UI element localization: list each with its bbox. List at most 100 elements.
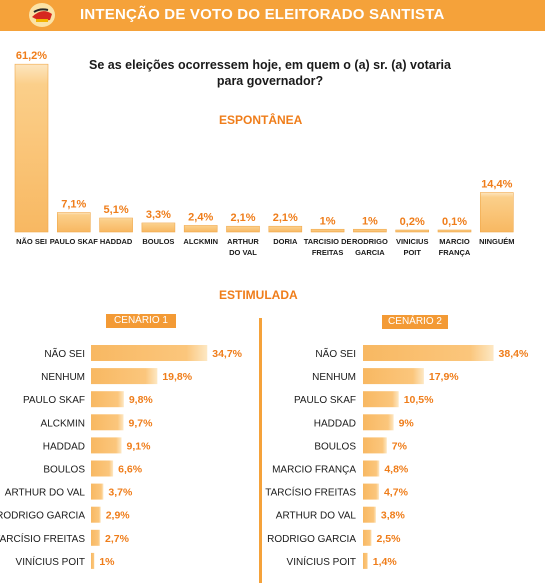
category-label-9: VINÍCIUS POIT — [287, 555, 356, 568]
category-label-8: TARCÍSIO FREITAS — [0, 532, 85, 545]
value-label-6: 2,1% — [273, 212, 298, 224]
bar-8 — [91, 529, 101, 546]
category-label-6: ARTHUR DO VAL — [5, 488, 86, 499]
scenario-2-label: CENÁRIO 2 — [382, 315, 448, 329]
category-label-11: NINGUÉM — [479, 237, 514, 246]
value-label-1: 7,1% — [61, 199, 86, 211]
category-label-10-line-0: MARCIO — [439, 237, 470, 246]
bar-4 — [363, 437, 387, 454]
bar-6 — [91, 483, 104, 500]
category-label-5-line-1: DO VAL — [229, 248, 257, 257]
category-label-4: BOULOS — [314, 441, 356, 452]
bar-1 — [363, 368, 424, 385]
category-label-0: NÃO SEI — [44, 347, 85, 360]
category-label-9: VINÍCIUS POIT — [16, 555, 85, 568]
category-label-3: ALCKMIN — [41, 418, 85, 429]
category-label-7-line-0: TARCISIO DE — [304, 237, 352, 246]
category-label-3: BOULOS — [142, 237, 174, 246]
value-label-11: 14,4% — [481, 179, 512, 191]
bar-4 — [183, 225, 218, 233]
category-label-1: NENHUM — [41, 372, 85, 383]
value-label-3: 9,7% — [128, 417, 153, 429]
bar-6 — [363, 483, 379, 500]
bar-7 — [363, 506, 376, 523]
section-title-espontanea: ESPONTÂNEA — [219, 113, 303, 127]
question-line-2: para governador? — [216, 74, 324, 88]
value-label-9: 0,2% — [400, 216, 425, 228]
value-label-5: 6,6% — [118, 464, 143, 476]
bar-1 — [56, 212, 91, 233]
section-title-estimulada: ESTIMULADA — [219, 288, 298, 302]
scenario-1-label: CENÁRIO 1 — [106, 314, 176, 328]
value-label-4: 7% — [392, 440, 408, 452]
bar-0 — [14, 63, 49, 233]
bar-5 — [226, 225, 260, 233]
value-label-0: 38,4% — [499, 348, 529, 360]
bar-4 — [91, 437, 122, 454]
category-label-9-line-0: VINICIUS — [396, 237, 429, 246]
bar-3 — [363, 414, 394, 431]
category-label-4: ALCKMIN — [183, 237, 218, 246]
category-label-5: MARCIO FRANÇA — [272, 465, 356, 476]
category-label-5-line-0: ARTHUR — [227, 237, 259, 246]
bar-8 — [353, 228, 387, 233]
category-label-1: NENHUM — [312, 372, 356, 383]
value-label-8: 2,7% — [105, 533, 130, 545]
bar-5 — [91, 460, 114, 477]
category-label-8-line-0: RODRIGO — [352, 237, 388, 246]
bar-2 — [363, 391, 399, 408]
value-label-7: 2,9% — [106, 510, 131, 522]
category-label-2: PAULO SKAF — [23, 395, 85, 406]
bar-2 — [99, 217, 133, 233]
value-label-5: 2,1% — [230, 212, 255, 224]
bar-8 — [363, 529, 372, 546]
question-line-1: Se as eleições ocorressem hoje, em quem … — [89, 58, 451, 72]
bar-1 — [91, 368, 158, 385]
category-label-3: HADDAD — [314, 418, 356, 429]
value-label-1: 19,8% — [162, 371, 192, 383]
value-label-2: 5,1% — [104, 204, 129, 216]
bar-3 — [91, 414, 124, 431]
value-label-6: 3,7% — [108, 487, 133, 499]
category-label-10-line-1: FRANÇA — [439, 248, 471, 257]
value-label-8: 2,5% — [377, 533, 402, 545]
value-label-2: 9,8% — [129, 394, 154, 406]
bar-9 — [363, 552, 368, 569]
bar-10 — [437, 229, 472, 233]
value-label-3: 9% — [399, 417, 415, 429]
category-label-4: HADDAD — [43, 441, 85, 452]
bar-5 — [363, 460, 380, 477]
bar-9 — [91, 552, 95, 569]
category-label-6: DORIA — [273, 237, 298, 246]
value-label-4: 2,4% — [188, 211, 213, 223]
category-label-2: PAULO SKAF — [294, 395, 356, 406]
value-label-0: 61,2% — [16, 50, 47, 62]
bar-7 — [310, 228, 345, 233]
category-label-7: ARTHUR DO VAL — [276, 511, 357, 522]
category-label-2: HADDAD — [100, 237, 133, 246]
value-label-5: 4,8% — [384, 464, 409, 476]
value-label-3: 3,3% — [146, 209, 171, 221]
scenario-divider — [259, 318, 262, 583]
value-label-6: 4,7% — [384, 487, 409, 499]
bar-0 — [91, 345, 208, 361]
category-label-5: BOULOS — [43, 465, 85, 476]
value-label-7: 3,8% — [381, 510, 406, 522]
header-bar: INTENÇÃO DE VOTO DO ELEITORADO SANTISTA — [0, 0, 545, 31]
value-label-2: 10,5% — [404, 394, 434, 406]
bar-6 — [268, 225, 303, 233]
newspaper-logo-icon — [29, 3, 55, 27]
category-label-7: RODRIGO GARCIA — [0, 511, 85, 522]
value-label-8: 1% — [362, 215, 378, 227]
value-label-1: 17,9% — [429, 371, 459, 383]
bar-9 — [395, 229, 430, 233]
value-label-0: 34,7% — [212, 348, 242, 360]
value-label-7: 1% — [320, 215, 336, 227]
category-label-0: NÃO SEI — [16, 237, 47, 246]
bar-3 — [141, 222, 176, 233]
category-label-1: PAULO SKAF — [50, 237, 99, 246]
page-title: INTENÇÃO DE VOTO DO ELEITORADO SANTISTA — [80, 6, 445, 23]
